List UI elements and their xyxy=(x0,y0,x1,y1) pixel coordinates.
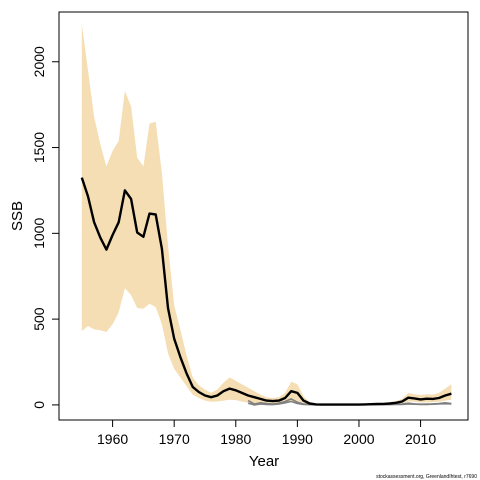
x-tick-label: 1990 xyxy=(282,431,313,447)
x-tick-label: 2010 xyxy=(405,431,436,447)
credit-text: stockassessment.org, GreenlandIhtest, r7… xyxy=(376,474,477,480)
ssb-estimate-line xyxy=(80,177,452,406)
y-tick-label: 500 xyxy=(31,307,47,331)
x-tick-label: 1960 xyxy=(97,431,128,447)
x-tick-label: 2000 xyxy=(343,431,374,447)
y-tick-label: 1000 xyxy=(31,218,47,249)
x-axis-title: Year xyxy=(249,453,279,470)
y-tick-label: 0 xyxy=(31,401,47,409)
plot-area xyxy=(80,24,452,406)
y-tick-label: 2000 xyxy=(31,46,47,77)
plot-frame xyxy=(58,11,469,421)
confidence-band xyxy=(81,24,452,405)
y-tick-label: 1500 xyxy=(31,132,47,163)
x-tick-label: 1970 xyxy=(159,431,190,447)
x-tick-label: 1980 xyxy=(220,431,251,447)
axes: 1960 1970 1980 1990 2000 2010 0 500 1000 1500 2000 xyxy=(31,46,436,447)
y-axis-title: SSB xyxy=(9,201,26,231)
